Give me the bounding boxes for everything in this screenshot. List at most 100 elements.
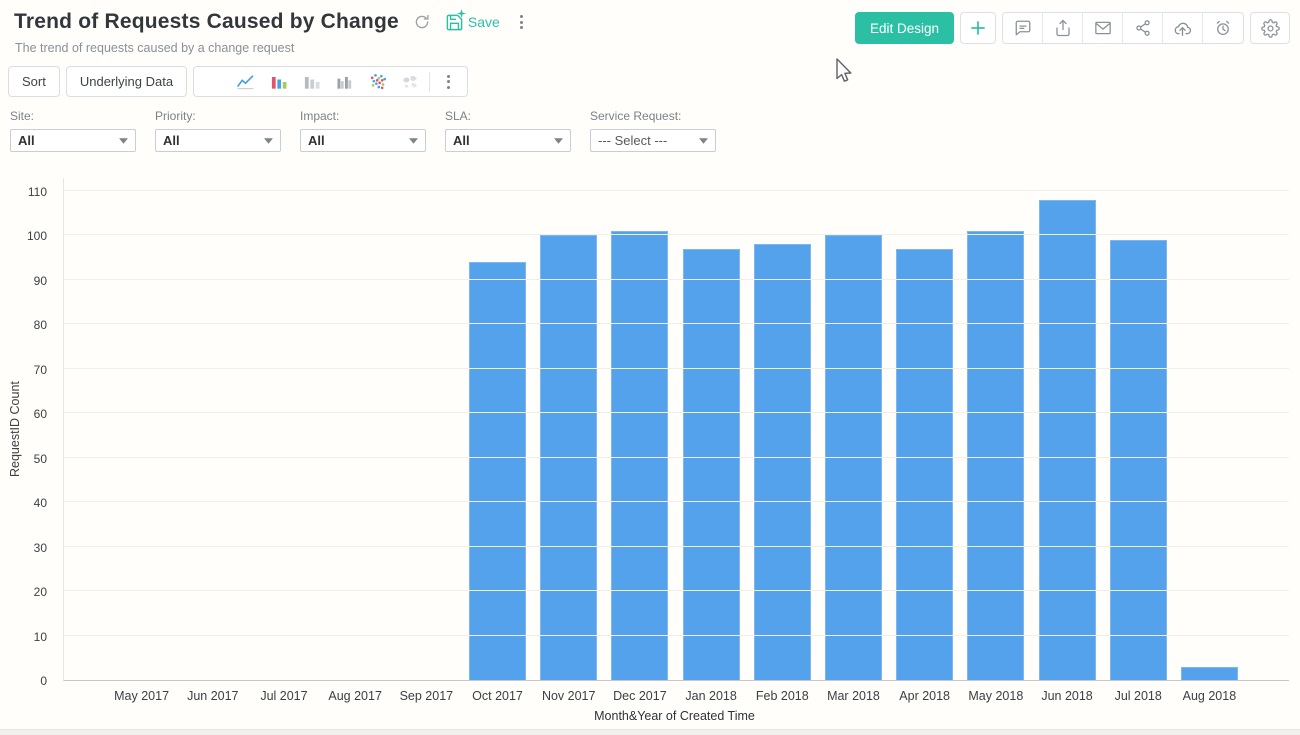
y-tick-label: 0 — [40, 674, 47, 688]
x-tick-sep-2017: Sep 2017 — [399, 689, 454, 703]
x-tick-feb-2018: Feb 2018 — [755, 689, 809, 703]
bar-jul-2018[interactable] — [1109, 239, 1167, 680]
gridline — [64, 234, 1289, 236]
scatter-plot-button[interactable] — [361, 67, 394, 96]
mail-button[interactable] — [1083, 13, 1123, 43]
add-button[interactable] — [960, 12, 996, 44]
mouse-cursor — [831, 58, 853, 85]
report-subtitle: The trend of requests caused by a change… — [15, 41, 295, 55]
line-chart-button[interactable] — [229, 67, 262, 96]
filter-select-service-request[interactable]: --- Select --- — [590, 129, 716, 152]
y-tick-label: 50 — [33, 451, 47, 466]
chevron-down-icon — [264, 137, 273, 144]
bar-apr-2018[interactable] — [896, 248, 954, 680]
map-chart-icon — [400, 73, 421, 91]
comment-icon — [1014, 19, 1032, 37]
bar-aug-2018[interactable] — [1180, 666, 1238, 680]
x-tick-aug-2017: Aug 2017 — [328, 689, 382, 703]
y-tick-label: 110 — [27, 185, 47, 200]
filters-row: Site: All Priority: All Impact: All SLA: All Ser… — [10, 109, 716, 152]
bar-may-2018[interactable] — [967, 231, 1025, 680]
gridline — [64, 634, 1289, 636]
y-tick-label: 100 — [26, 229, 47, 244]
filter-value-sla: All — [453, 133, 470, 148]
x-axis-title: Month&Year of Created Time — [594, 709, 755, 723]
chart-toolbar: Sort Underlying Data — [8, 66, 469, 97]
alarm-button[interactable] — [1203, 13, 1243, 43]
bar-jun-2018[interactable] — [1038, 199, 1096, 680]
bar-chart: RequestID Count 0 10 20 30 40 50 60 70 80 90 100 11… — [0, 170, 1300, 728]
settings-button[interactable] — [1250, 12, 1290, 44]
x-tick-jan-2018: Jan 2018 — [685, 689, 737, 703]
action-icon-group — [1002, 12, 1244, 44]
unsaved-star-icon — [456, 8, 466, 18]
filter-impact: Impact: All — [300, 109, 426, 152]
gridline — [64, 501, 1289, 503]
bar-chart-gray-button[interactable] — [295, 67, 328, 96]
filter-select-sla[interactable]: All — [445, 129, 571, 152]
x-tick-jun-2018: Jun 2018 — [1041, 689, 1093, 703]
comment-button[interactable] — [1003, 13, 1043, 43]
x-tick-may-2017: May 2017 — [114, 689, 170, 703]
report-header: Trend of Requests Caused by Change Save — [14, 8, 529, 34]
x-tick-aug-2018: Aug 2018 — [1182, 689, 1237, 703]
y-tick-label: 30 — [33, 540, 47, 555]
filter-service-request: Service Request: --- Select --- — [590, 109, 716, 152]
bar-chart-colored-button[interactable] — [262, 67, 295, 96]
bar-dec-2017[interactable] — [611, 231, 669, 680]
more-options-icon[interactable] — [514, 11, 529, 33]
y-tick-label: 40 — [33, 496, 47, 511]
bottom-scroll-strip[interactable] — [0, 729, 1300, 735]
save-button[interactable]: Save — [445, 8, 500, 32]
bar-chart-grouped-button[interactable] — [328, 67, 361, 96]
bar-oct-2017[interactable] — [469, 262, 527, 680]
y-tick-label: 10 — [33, 629, 47, 644]
x-tick-jul-2017: Jul 2017 — [260, 689, 308, 703]
share-icon — [1134, 19, 1152, 37]
page-title: Trend of Requests Caused by Change — [14, 10, 399, 33]
sort-button[interactable]: Sort — [8, 66, 60, 97]
chart-type-selector — [193, 66, 469, 97]
plus-icon — [971, 21, 985, 35]
filter-select-site[interactable]: All — [10, 129, 136, 152]
cloud-upload-button[interactable] — [1163, 13, 1203, 43]
y-axis-ticks: 0 10 20 30 40 50 60 70 80 90 100 110 — [0, 178, 56, 688]
x-tick-mar-2018: Mar 2018 — [827, 689, 880, 703]
map-chart-button[interactable] — [394, 67, 427, 96]
y-tick-label: 20 — [33, 585, 47, 600]
edit-design-button[interactable]: Edit Design — [854, 12, 954, 44]
gridline — [64, 545, 1289, 547]
bar-chart-gray-icon — [302, 72, 322, 92]
filter-value-site: All — [18, 133, 35, 148]
bar-nov-2017[interactable] — [540, 235, 598, 680]
filter-label-sla: SLA: — [445, 109, 472, 123]
gridline — [64, 412, 1289, 414]
export-icon — [1054, 19, 1072, 37]
underlying-data-button[interactable]: Underlying Data — [65, 66, 188, 97]
filter-site: Site: All — [10, 109, 136, 152]
gridline — [64, 190, 1289, 192]
filter-label-site: Site: — [10, 109, 35, 123]
refresh-icon[interactable] — [413, 13, 431, 31]
line-chart-icon — [235, 72, 256, 92]
filter-select-priority[interactable]: All — [155, 129, 281, 152]
bar-mar-2018[interactable] — [824, 235, 882, 680]
filter-label-priority: Priority: — [155, 109, 196, 123]
filter-label-service-request: Service Request: — [590, 109, 682, 123]
chart-more-options-icon[interactable] — [432, 67, 465, 96]
filter-value-priority: All — [163, 133, 180, 148]
gridline — [64, 456, 1289, 458]
bar-chart-colored-icon — [269, 72, 289, 92]
pie-chart-button[interactable] — [196, 67, 229, 96]
bar-jan-2018[interactable] — [682, 248, 740, 680]
share-button[interactable] — [1123, 13, 1163, 43]
gridline — [64, 590, 1289, 592]
filter-select-impact[interactable]: All — [300, 129, 426, 152]
export-button[interactable] — [1043, 13, 1083, 43]
y-tick-label: 90 — [33, 273, 47, 288]
filter-value-impact: All — [308, 133, 325, 148]
x-tick-nov-2017: Nov 2017 — [541, 689, 596, 703]
bar-feb-2018[interactable] — [753, 244, 811, 680]
chevron-down-icon — [119, 137, 128, 144]
bars-layer — [106, 178, 1245, 680]
